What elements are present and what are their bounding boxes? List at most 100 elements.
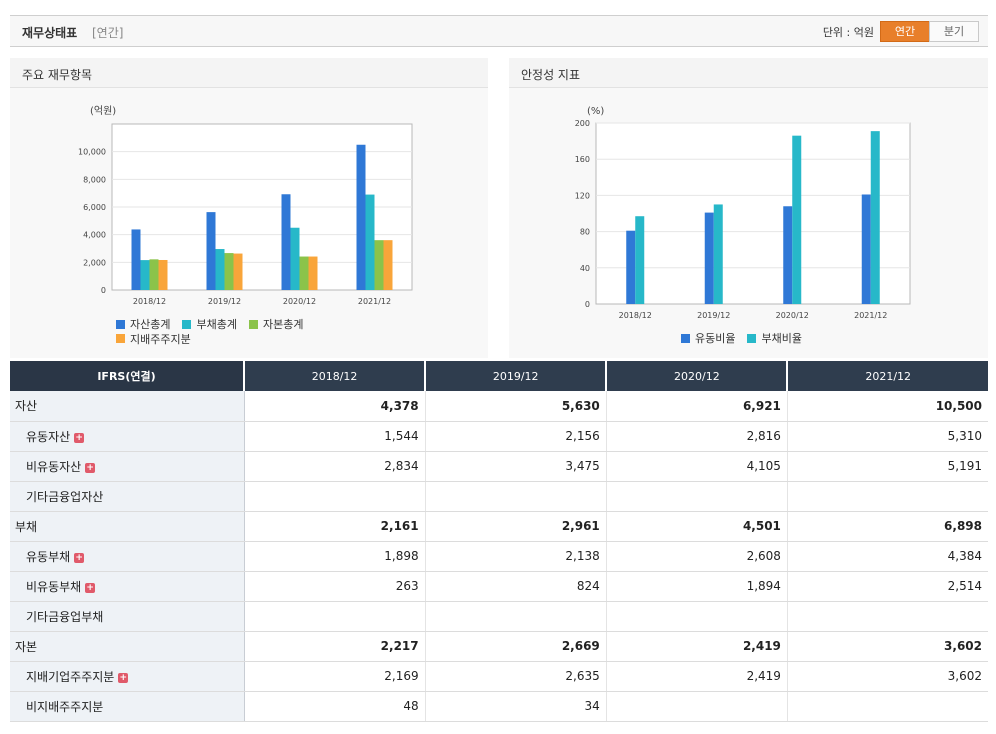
row-label-text: 자본	[15, 639, 38, 654]
table-cell	[425, 601, 607, 632]
table-row: 유동부채 +1,898 2,138 2,608 4,384	[10, 541, 988, 572]
x-tick-label: 2018/12	[619, 311, 652, 320]
bar	[224, 253, 234, 290]
row-label-text: 비유동자산	[26, 459, 82, 474]
stability-panel: 안정성 지표 0 40 80 120 160 200 (%) 2018/12 2019/12 20…	[509, 58, 988, 358]
row-label[interactable]: 비유동자산 +	[10, 451, 245, 482]
legend-label: 유동비율	[695, 332, 736, 345]
unit-label: 단위 : 억원	[822, 26, 874, 39]
row-label[interactable]: 유동자산 +	[10, 421, 245, 452]
table-cell: 2,834	[244, 451, 426, 482]
table-cell: 4,105	[606, 451, 788, 482]
table-cell: 34	[425, 691, 607, 722]
row-label-text: 유동부채	[26, 549, 71, 564]
table-cell: 4,501	[606, 511, 788, 542]
bar	[783, 206, 793, 304]
bar	[233, 253, 243, 290]
legend-swatch	[248, 319, 258, 329]
table-cell: 2,138	[425, 541, 607, 572]
financial-items-panel: 주요 재무항목 0 2,000 4,000 6,000 8,000 10,000 (억원) 2…	[10, 58, 488, 358]
x-tick-label: 2019/12	[208, 297, 241, 306]
table-row: 기타금융업자산	[10, 481, 988, 512]
bar	[290, 227, 300, 290]
legend-label: 자산총계	[130, 318, 171, 331]
table-cell	[787, 601, 988, 632]
legend-item: 자산총계	[116, 317, 170, 331]
legend-item: 유동비율	[681, 331, 735, 345]
row-label-text: 자산	[15, 399, 38, 414]
row-label[interactable]: 지배기업주주지분 +	[10, 661, 245, 692]
bar	[281, 194, 291, 290]
table-cell: 824	[425, 571, 607, 602]
table-cell: 3,602	[787, 631, 988, 662]
table-cell: 5,630	[425, 391, 607, 422]
table-cell: 5,191	[787, 451, 988, 482]
table-cell: 4,384	[787, 541, 988, 572]
legend-label: 부채비율	[761, 332, 802, 345]
legend-item: 부채총계	[182, 317, 237, 331]
row-label: 기타금융업자산	[10, 481, 245, 512]
bar	[861, 194, 871, 304]
legend-swatch	[182, 319, 192, 329]
expand-plus-icon[interactable]: +	[118, 672, 129, 683]
bar	[140, 260, 150, 290]
row-label-text: 유동자산	[26, 429, 71, 444]
financial-items-chart: 0 2,000 4,000 6,000 8,000 10,000 (억원) 2018/12 20…	[78, 105, 413, 306]
expand-plus-icon[interactable]: +	[74, 552, 85, 563]
table-row: 비유동부채 +263 824 1,894 2,514	[10, 571, 988, 602]
legend-item: 지배주주지분	[116, 332, 191, 346]
annual-toggle-button[interactable]: 연간	[880, 21, 930, 42]
bar	[131, 229, 141, 290]
table-row: 비유동자산 +2,834 3,475 4,105 5,191	[10, 451, 988, 482]
table-cell: 1,544	[244, 421, 426, 452]
expand-plus-icon[interactable]: +	[74, 432, 85, 443]
y-tick-label: 8,000	[83, 175, 106, 184]
table-row: 유동자산 +1,544 2,156 2,816 5,310	[10, 421, 988, 452]
table-cell: 2,816	[606, 421, 788, 452]
quarter-toggle-button[interactable]: 분기	[929, 21, 979, 42]
x-tick-label: 2018/12	[133, 297, 166, 306]
y-tick-label: 40	[580, 264, 590, 273]
table-cell: 3,475	[425, 451, 607, 482]
table-cell: 2,161	[244, 511, 426, 542]
row-label[interactable]: 비유동부채 +	[10, 571, 245, 602]
table-cell: 263	[244, 571, 426, 602]
legend-swatch	[116, 334, 125, 343]
row-label-text: 기타금융업자산	[26, 489, 104, 504]
balance-sheet-table: IFRS(연결) 2018/12 2019/12 2020/12 2021/12…	[10, 361, 988, 722]
row-label-text: 비유동부채	[26, 579, 82, 594]
y-tick-label: 160	[575, 155, 590, 164]
table-cell: 3,602	[787, 661, 988, 692]
table-cell: 4,378	[244, 391, 426, 422]
bar	[149, 259, 159, 290]
expand-plus-icon[interactable]: +	[85, 582, 96, 593]
legend-swatch	[681, 333, 690, 343]
bar	[870, 131, 880, 304]
table-cell: 2,635	[425, 661, 607, 692]
table-cell	[606, 691, 788, 722]
table-cell: 2,156	[425, 421, 607, 452]
table-cell: 10,500	[787, 391, 988, 422]
legend-swatch	[747, 333, 757, 343]
bar	[635, 216, 645, 304]
table-cell	[787, 691, 988, 722]
stability-title: 안정성 지표	[509, 58, 988, 88]
table-header-col: 2020/12	[606, 361, 789, 391]
legend-label: 지배주주지분	[130, 332, 191, 346]
bar	[704, 212, 714, 304]
table-row: 비지배주주지분 48 34	[10, 691, 988, 722]
y-tick-label: 0	[101, 286, 106, 295]
y-axis-label: (%)	[587, 106, 604, 117]
table-cell: 6,921	[606, 391, 788, 422]
expand-plus-icon[interactable]: +	[85, 462, 96, 473]
row-label[interactable]: 유동부채 +	[10, 541, 245, 572]
table-cell: 2,419	[606, 661, 788, 692]
x-tick-label: 2021/12	[358, 297, 391, 306]
legend-label: 자본총계	[262, 318, 304, 331]
row-label: 부채	[10, 511, 245, 542]
table-header-col: 2019/12	[425, 361, 608, 391]
stability-chart: 0 40 80 120 160 200 (%) 2018/12 2019/12 2020/12 20…	[575, 106, 911, 320]
table-cell: 6,898	[787, 511, 988, 542]
section-header: 재무상태표 [연간] 단위 : 억원 연간 분기	[10, 15, 988, 47]
